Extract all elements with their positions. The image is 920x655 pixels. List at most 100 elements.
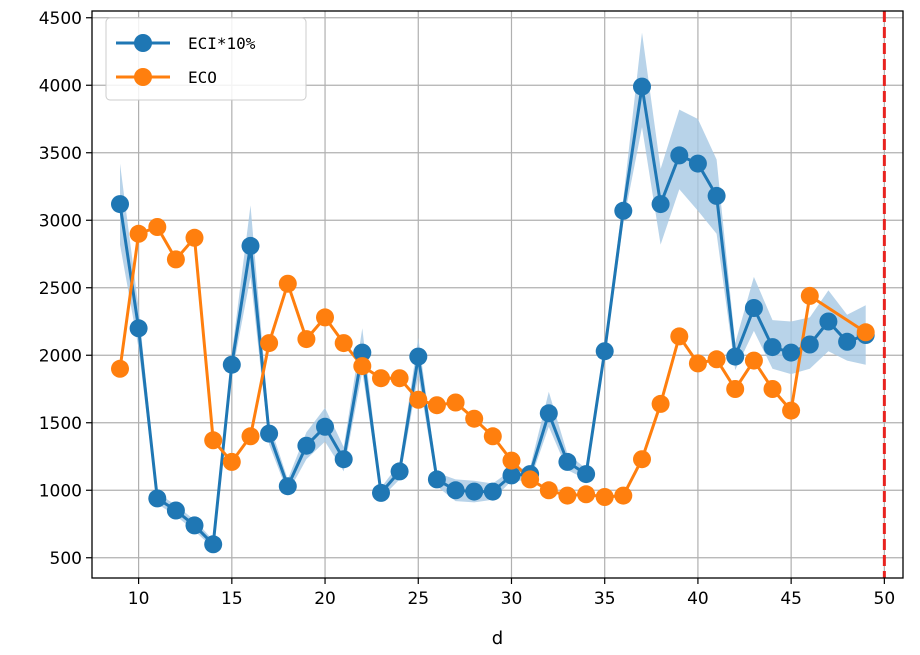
x-tick-label: 30	[501, 589, 523, 609]
series-0-point	[688, 154, 707, 173]
series-0-point	[633, 77, 651, 96]
x-tick-label: 10	[128, 589, 150, 609]
series-1-point	[502, 451, 521, 470]
series-1-point	[241, 427, 260, 446]
series-0-point	[409, 347, 428, 366]
series-1-point	[129, 224, 148, 243]
series-1-point	[427, 396, 446, 415]
series-0-point	[726, 347, 745, 366]
series-1-point	[688, 354, 707, 373]
series-1-point	[372, 369, 390, 388]
series-1-point	[539, 481, 558, 500]
series-0-point	[297, 436, 316, 455]
series-0-point	[744, 299, 763, 317]
series-1-point	[334, 334, 353, 353]
y-tick-label: 1000	[39, 481, 82, 501]
series-0-point	[465, 482, 484, 501]
series-1-point	[707, 350, 726, 369]
series-0-point	[800, 335, 819, 354]
series-0-point	[148, 489, 167, 508]
series-1-point	[726, 380, 745, 398]
series-0-point	[222, 355, 241, 374]
series-1-point	[521, 470, 540, 489]
series-0-point	[353, 343, 372, 362]
series-0-point	[166, 501, 185, 520]
x-tick-label: 45	[780, 589, 802, 609]
x-tick-label: 35	[594, 589, 616, 609]
series-0-point	[446, 481, 465, 500]
x-tick-label: 20	[314, 589, 336, 609]
series-0-point	[502, 466, 521, 485]
series-1-point	[595, 488, 614, 506]
series-1-point	[185, 228, 204, 247]
series-0-point	[838, 332, 857, 351]
series-1-point	[614, 486, 633, 505]
legend-label-eco: ECO	[188, 68, 217, 87]
series-1-point	[278, 274, 297, 293]
series-0-point	[763, 338, 782, 357]
series-0-point	[483, 482, 502, 501]
series-0-point	[614, 201, 633, 220]
series-1-point	[148, 218, 167, 236]
series-1-point	[260, 334, 279, 353]
y-tick-label: 4000	[39, 76, 82, 96]
series-0-point	[316, 417, 334, 436]
series-1-point	[670, 327, 689, 346]
series-0-point	[334, 450, 353, 469]
series-0-point	[241, 236, 260, 255]
series-0-point	[558, 452, 577, 471]
series-0-point	[651, 195, 670, 214]
series-1-point	[166, 250, 185, 269]
series-1-point	[446, 393, 465, 412]
series-0-point	[782, 343, 801, 362]
series-1-point	[409, 390, 428, 409]
series-0-point	[278, 477, 297, 496]
x-tick-label: 50	[874, 589, 896, 609]
series-0-point	[427, 470, 446, 489]
x-tick-label: 25	[407, 589, 429, 609]
series-1-point	[316, 308, 334, 327]
series-1-point	[744, 351, 763, 370]
y-tick-label: 4500	[39, 9, 82, 29]
series-0-point	[111, 195, 129, 214]
series-1-point	[111, 359, 129, 378]
series-1-point	[390, 369, 409, 388]
legend-label-eci: ECI*10%	[188, 34, 256, 53]
series-1-point	[353, 357, 372, 376]
series-0-point	[539, 404, 558, 423]
series-1-point	[763, 380, 782, 398]
series-points	[111, 77, 875, 554]
series-0-point	[670, 146, 689, 165]
series-1-point	[800, 286, 819, 305]
x-tick-label: 15	[221, 589, 243, 609]
series-0-point	[577, 465, 596, 484]
series-0-point	[372, 483, 390, 502]
series-1-point	[297, 330, 316, 349]
series-0-point	[819, 312, 838, 331]
y-tick-label: 2500	[39, 279, 82, 299]
legend-marker-eco	[134, 68, 152, 86]
legend-marker-eci	[134, 34, 152, 52]
series-0-point	[595, 342, 614, 361]
series-1-point	[856, 323, 875, 342]
series-0-point	[260, 424, 279, 443]
series-0-point	[707, 186, 726, 205]
legend: ECI*10% ECO	[105, 17, 307, 101]
y-tick-label: 2000	[39, 346, 82, 366]
series-1-point	[633, 450, 651, 469]
plot-frame	[91, 10, 904, 579]
y-tick-label: 3500	[39, 144, 82, 164]
series-0-point	[204, 535, 223, 554]
series-1-point	[558, 486, 577, 505]
legend-box	[105, 17, 307, 101]
series-1-point	[483, 427, 502, 446]
y-tick-label: 500	[50, 549, 82, 569]
axis-ticks: 10 15 20 25 30 35 40 45 50 500 1000 1500 2000 2500 300…	[39, 9, 895, 609]
series-0-point	[129, 319, 148, 338]
series-1-point	[651, 394, 670, 413]
series-1-point	[204, 431, 223, 450]
series-1-point	[222, 452, 241, 471]
series-0-point	[185, 516, 204, 535]
x-axis-label: d	[492, 628, 503, 649]
